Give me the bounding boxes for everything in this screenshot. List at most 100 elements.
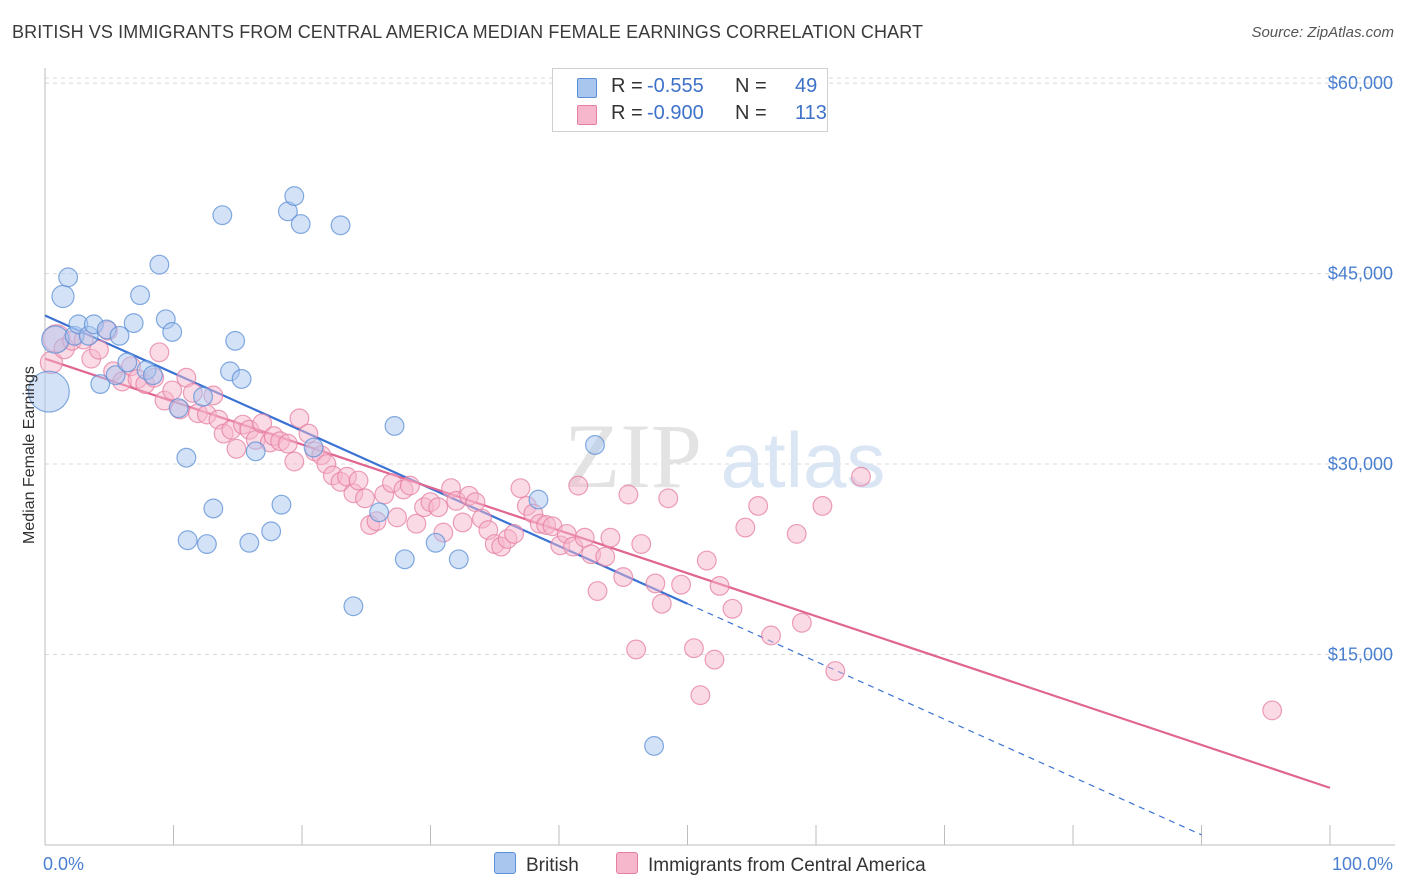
immigrant-point	[428, 497, 449, 518]
british-point	[394, 549, 415, 570]
british-swatch	[577, 78, 597, 98]
gridlines	[45, 77, 1395, 656]
immigrant-point	[289, 408, 310, 429]
trend-lines	[44, 314, 1331, 836]
british-point	[261, 521, 282, 542]
immigrant-point	[406, 513, 427, 534]
correlation-legend: R = -0.555 N = 49 R = -0.900 N = 113	[552, 68, 828, 132]
immigrant-point	[277, 433, 298, 454]
bottom-legend-british: British	[494, 852, 579, 877]
immigrant-point	[226, 438, 247, 459]
immigrant-point	[645, 573, 666, 594]
y-tick-label: $45,000	[1328, 264, 1393, 284]
british-point	[585, 435, 605, 455]
immigrants-legend-label: Immigrants from Central America	[648, 855, 926, 876]
y-tick-labels: $15,000 $30,000 $45,000 $60,000	[1328, 73, 1393, 664]
british-point	[239, 532, 260, 553]
british-point	[271, 494, 292, 515]
british-n-label: N =	[735, 75, 767, 97]
british-r-label: R =	[611, 75, 643, 97]
immigrant-point	[348, 470, 369, 491]
british-legend-label: British	[526, 855, 579, 876]
immigrant-point	[683, 638, 704, 659]
watermark-atlas: atlas	[721, 416, 886, 504]
immigrant-point	[671, 574, 692, 595]
immigrant-point	[89, 339, 109, 360]
immigrant-point	[709, 576, 730, 596]
source-credit: Source: ZipAtlas.com	[1251, 24, 1394, 41]
y-tick-label: $60,000	[1328, 73, 1393, 93]
british-point	[117, 352, 138, 373]
immigrant-point	[574, 527, 595, 548]
immigrant-point	[786, 523, 807, 544]
british-point	[528, 489, 549, 510]
british-point	[245, 441, 266, 462]
british-point	[162, 322, 183, 342]
british-point	[41, 325, 70, 354]
british-point	[425, 532, 446, 553]
immigrant-point	[284, 451, 305, 472]
immigrants-n-label: N =	[735, 102, 767, 124]
x-tick-label: 100.0%	[1332, 854, 1393, 874]
british-point	[149, 254, 170, 275]
immigrant-point	[748, 496, 769, 516]
immigrant-point	[149, 342, 170, 363]
british-point	[177, 530, 198, 551]
immigrant-point	[651, 593, 672, 614]
immigrant-point	[722, 598, 743, 619]
immigrants-r-value: -0.900	[647, 102, 704, 124]
immigrant-point	[162, 380, 183, 401]
british-point	[343, 596, 364, 617]
y-tick-label: $30,000	[1328, 454, 1393, 474]
british-point	[284, 186, 305, 207]
immigrant-point	[587, 581, 608, 601]
immigrant-point	[355, 488, 375, 509]
immigrant-point	[696, 550, 717, 571]
immigrant-point	[791, 612, 812, 633]
british-point	[369, 502, 390, 523]
immigrant-point	[595, 546, 616, 567]
immigrant-point	[704, 649, 725, 670]
british-point	[448, 549, 469, 570]
british-point	[27, 370, 70, 413]
immigrant-point	[761, 625, 781, 646]
british-point	[212, 205, 233, 226]
y-axis-label: Median Female Earnings	[21, 366, 38, 544]
immigrant-point	[600, 527, 621, 548]
british-point	[231, 369, 252, 389]
british-point	[193, 386, 214, 407]
immigrant-point	[626, 639, 647, 660]
immigrant-point	[568, 475, 589, 496]
british-point	[168, 398, 189, 419]
british-point	[51, 284, 75, 309]
immigrant-point	[618, 484, 639, 505]
immigrant-point	[387, 507, 408, 528]
immigrant-point	[1262, 700, 1283, 721]
british-point	[176, 447, 197, 468]
immigrant-point	[812, 496, 833, 516]
axes	[44, 68, 1395, 846]
british-point	[90, 374, 111, 394]
immigrant-point	[452, 512, 473, 533]
british-point	[196, 534, 217, 554]
british-point	[105, 365, 126, 386]
british-point	[203, 498, 224, 519]
british-r-value: -0.555	[647, 75, 704, 97]
british-point	[109, 325, 130, 346]
immigrant-point	[613, 567, 634, 588]
immigrant-point	[504, 523, 524, 544]
british-point	[644, 736, 665, 756]
immigrants-swatch	[577, 105, 597, 125]
british-point	[290, 214, 311, 234]
immigrant-point	[851, 466, 871, 487]
x-tick-labels: 0.0% 100.0%	[43, 854, 1393, 874]
watermark: ZIP atlas	[564, 405, 885, 507]
immigrant-point	[510, 478, 531, 499]
british-point	[225, 330, 246, 351]
immigrant-point	[399, 475, 420, 496]
immigrant-point	[825, 661, 846, 681]
immigrant-point	[252, 413, 273, 434]
immigrants-legend-swatch	[616, 852, 638, 874]
immigrants-r-label: R =	[611, 102, 643, 124]
british-point	[130, 285, 151, 306]
